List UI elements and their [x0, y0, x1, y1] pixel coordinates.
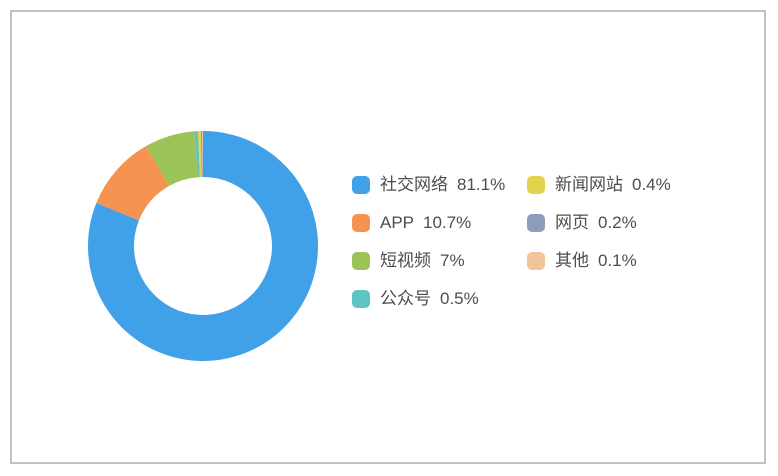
legend-swatch-icon [352, 252, 370, 270]
donut-chart [88, 131, 318, 361]
legend-label: 公众号 [380, 289, 431, 308]
legend-value: 0.4% [632, 175, 671, 194]
legend-swatch-icon [527, 176, 545, 194]
legend-label: 新闻网站 [555, 175, 623, 194]
legend-swatch-icon [527, 214, 545, 232]
legend-swatch-icon [352, 176, 370, 194]
legend-label: 网页 [555, 213, 589, 232]
legend-value: 0.1% [598, 251, 637, 270]
legend-item-6[interactable]: 其他 0.1% [527, 250, 671, 272]
legend-item-1[interactable]: APP 10.7% [352, 212, 505, 234]
chart-panel: 社交网络 81.1% APP 10.7% 短视频 7% 公众号 0.5% 新闻网站 0.4% 网页… [10, 10, 766, 464]
legend-item-0[interactable]: 社交网络 81.1% [352, 174, 505, 196]
pie-slice-3[interactable] [194, 131, 200, 178]
legend-item-3[interactable]: 公众号 0.5% [352, 288, 505, 310]
legend-value: 7% [440, 251, 465, 270]
pie-slice-6[interactable] [202, 131, 203, 178]
legend-label: 其他 [555, 251, 589, 270]
legend-column-left: 社交网络 81.1% APP 10.7% 短视频 7% 公众号 0.5% [352, 174, 505, 310]
pie-slice-1[interactable] [96, 145, 170, 221]
legend-label: APP [380, 213, 415, 232]
legend-swatch-icon [352, 290, 370, 308]
legend-swatch-icon [352, 214, 370, 232]
legend-column-right: 新闻网站 0.4% 网页 0.2% 其他 0.1% [527, 174, 671, 272]
legend-item-5[interactable]: 网页 0.2% [527, 212, 671, 234]
pie-slice-4[interactable] [197, 131, 202, 178]
legend-value: 0.2% [598, 213, 637, 232]
legend-value: 0.5% [440, 289, 479, 308]
legend-label: 社交网络 [380, 175, 448, 194]
legend-item-2[interactable]: 短视频 7% [352, 250, 505, 272]
pie-slice-2[interactable] [146, 131, 198, 186]
pie-slice-0[interactable] [88, 131, 318, 361]
legend-value: 81.1% [457, 175, 506, 194]
legend-label: 短视频 [380, 251, 431, 270]
legend-item-4[interactable]: 新闻网站 0.4% [527, 174, 671, 196]
pie-slice-5[interactable] [200, 131, 203, 178]
legend-swatch-icon [527, 252, 545, 270]
legend-value: 10.7% [423, 213, 472, 232]
